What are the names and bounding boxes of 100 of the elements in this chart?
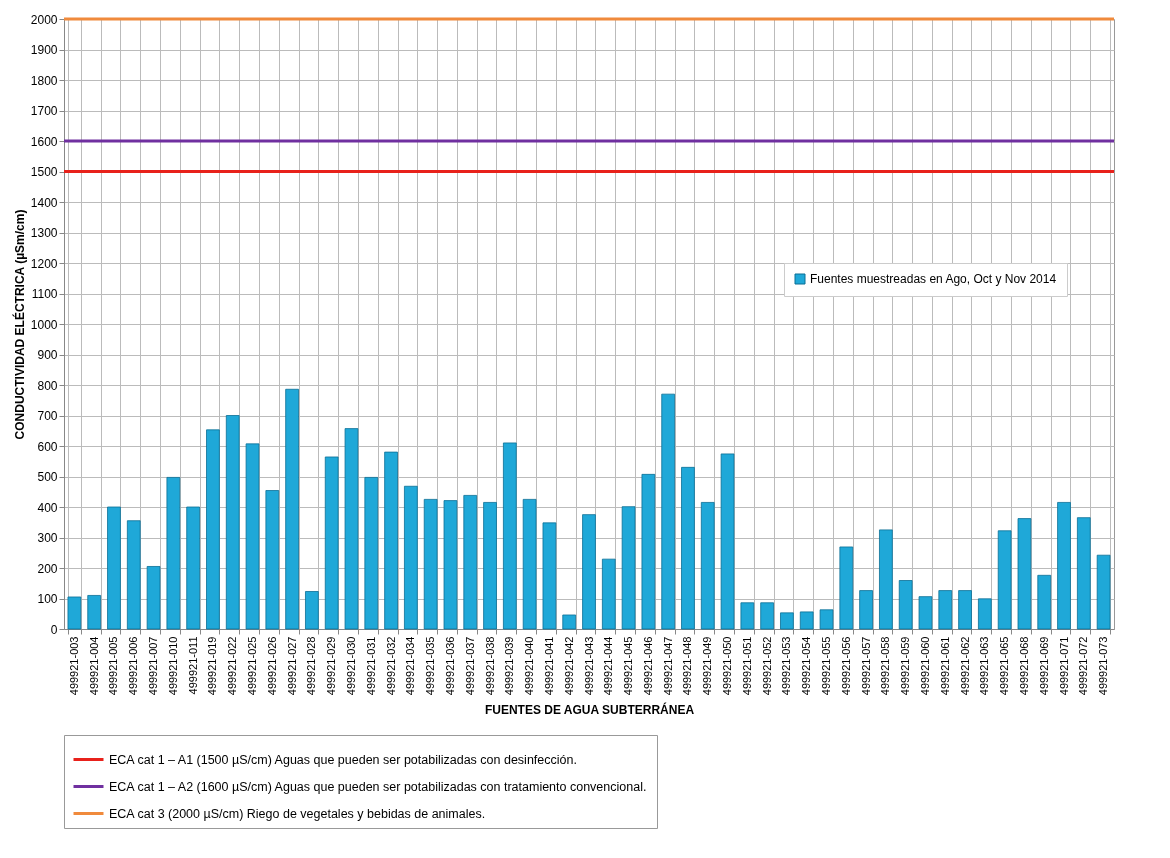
y-tick-label: 300 (37, 531, 58, 545)
x-tick-label: 499921-027 (285, 636, 298, 696)
bar (740, 602, 755, 630)
x-tick-label: 499921-041 (542, 636, 555, 696)
bar (621, 506, 636, 630)
legend-label: Fuentes muestreadas en Ago, Oct y Nov 2014 (810, 272, 1057, 286)
x-tick-label: 499921-063 (978, 636, 991, 696)
y-tick-label: 500 (37, 470, 58, 484)
bar (938, 590, 953, 630)
x-tick-label: 499921-011 (186, 636, 199, 695)
y-tick-label: 600 (37, 439, 58, 454)
bar (107, 506, 121, 630)
x-tick-label: 499921-061 (938, 636, 951, 696)
bar (760, 602, 774, 630)
x-tick-label: 499921-039 (503, 636, 516, 696)
bar (443, 500, 458, 630)
x-tick-label: 499921-035 (424, 636, 437, 696)
x-tick-label: 499921-046 (641, 636, 654, 696)
x-tick-label: 499921-025 (246, 636, 259, 696)
bar (344, 428, 359, 630)
y-tick-label: 1800 (30, 73, 58, 88)
bar (1076, 517, 1091, 630)
x-tick-label: 499921-068 (1017, 636, 1030, 696)
bar (601, 558, 616, 630)
y-tick-label: 700 (37, 409, 58, 423)
bar (879, 529, 893, 630)
y-tick-label: 0 (50, 622, 58, 637)
bar (166, 477, 181, 630)
x-tick-label: 499921-031 (364, 636, 377, 696)
x-tick-label: 499921-004 (87, 636, 100, 696)
bar (364, 477, 379, 630)
x-tick-label: 499921-060 (918, 636, 931, 696)
y-tick-label: 1600 (30, 134, 58, 149)
x-tick-label: 499921-043 (582, 636, 595, 696)
y-tick-label: 1000 (30, 317, 58, 332)
x-tick-label: 499921-042 (562, 636, 575, 696)
x-tick-label: 499921-026 (265, 636, 278, 696)
bar (700, 502, 715, 630)
y-tick-label: 1700 (30, 104, 58, 118)
bar (245, 443, 260, 630)
bar (186, 506, 200, 630)
x-tick-label: 499921-044 (602, 636, 615, 696)
x-tick-label: 499921-029 (325, 636, 338, 696)
x-tick-label: 499921-022 (226, 636, 239, 696)
x-tick-label: 499921-032 (384, 636, 397, 696)
bar (978, 598, 992, 630)
bar (305, 591, 319, 630)
x-tick-label: 499921-038 (483, 636, 496, 696)
bar (799, 611, 814, 630)
y-tick-label: 900 (37, 348, 58, 362)
x-tick-label: 499921-049 (701, 636, 714, 696)
bar (404, 485, 418, 630)
bar (285, 388, 299, 630)
bar (324, 456, 339, 630)
bar (126, 520, 141, 630)
bar (146, 566, 161, 630)
bar (780, 612, 794, 630)
x-tick-label: 499921-055 (820, 636, 833, 696)
x-tick-label: 499921-062 (958, 636, 971, 696)
bar (839, 546, 854, 630)
x-tick-label: 499921-059 (899, 636, 912, 696)
x-axis-title: FUENTES DE AGUA SUBTERRÁNEA (484, 702, 695, 718)
y-tick-label: 1300 (30, 226, 58, 240)
bar (1017, 518, 1032, 630)
x-tick-label: 499921-007 (147, 636, 160, 696)
y-axis-title: CONDUCTIVIDAD ELÉCTRICA (µSm/cm) (11, 209, 27, 440)
x-tick-label: 499921-058 (879, 636, 892, 696)
x-tick-label: 499921-054 (800, 636, 813, 696)
legend-label: ECA cat 3 (2000 µS/cm) Riego de vegetales y bebidas de animales. (109, 806, 486, 821)
x-tick-label: 499921-065 (998, 636, 1011, 696)
y-tick-label: 1100 (31, 287, 58, 301)
x-tick-label: 499921-069 (1037, 636, 1050, 696)
bar (384, 451, 398, 630)
y-tick-label: 400 (37, 500, 58, 515)
x-tick-label: 499921-071 (1057, 636, 1070, 696)
legend-label: ECA cat 1 – A1 (1500 µS/cm) Aguas que pueden ser potabilizadas con desinfección. (109, 752, 577, 767)
x-tick-label: 499921-010 (166, 636, 179, 696)
x-tick-label: 499921-047 (661, 636, 674, 696)
bar (1096, 554, 1111, 630)
x-tick-label: 499921-056 (839, 636, 852, 696)
bar (582, 514, 596, 630)
y-tick-label: 200 (37, 561, 58, 576)
bar (681, 466, 695, 630)
bar (918, 596, 933, 630)
x-tick-label: 499921-037 (463, 636, 476, 696)
x-tick-label: 499921-030 (344, 636, 357, 696)
x-tick-label: 499921-003 (67, 636, 80, 696)
bar (819, 609, 834, 630)
x-tick-label: 499921-051 (740, 636, 753, 696)
bar (859, 590, 873, 630)
bar (898, 580, 913, 630)
x-tick-label: 499921-006 (127, 636, 140, 696)
x-tick-label: 499921-050 (721, 636, 734, 696)
bar (265, 490, 280, 630)
x-tick-label: 499921-072 (1077, 636, 1090, 696)
bar (562, 614, 577, 630)
y-tick-label: 1900 (30, 43, 58, 57)
y-tick-label: 1200 (30, 256, 58, 271)
bar (463, 495, 478, 630)
bar (1037, 574, 1052, 630)
